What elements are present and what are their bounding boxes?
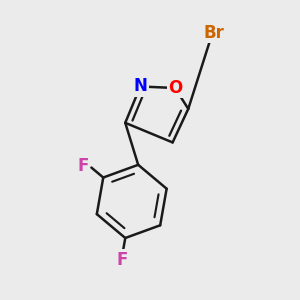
Text: N: N (134, 77, 147, 95)
Text: O: O (168, 79, 182, 97)
Text: F: F (117, 251, 128, 269)
Text: Br: Br (204, 24, 225, 42)
Text: F: F (78, 157, 89, 175)
